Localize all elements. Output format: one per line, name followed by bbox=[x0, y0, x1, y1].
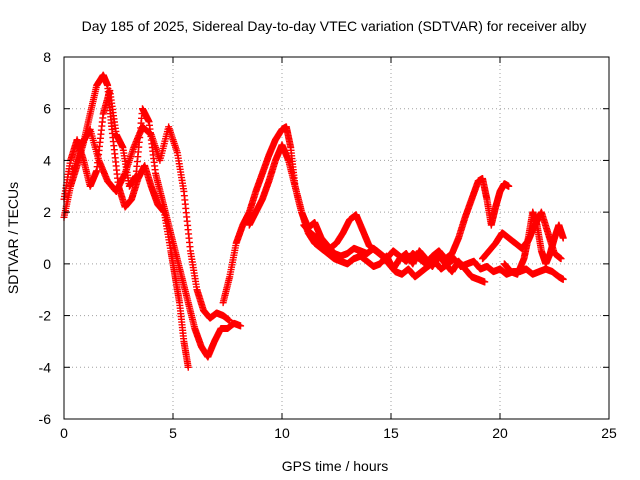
x-tick-label: 15 bbox=[383, 425, 399, 441]
y-tick-label: 0 bbox=[43, 256, 51, 272]
y-tick-label: -4 bbox=[39, 359, 52, 375]
y-tick-label: -6 bbox=[39, 411, 52, 427]
data-point bbox=[237, 322, 245, 330]
x-tick-label: 0 bbox=[60, 425, 68, 441]
data-point bbox=[505, 182, 513, 190]
data-series-track-1 bbox=[60, 71, 192, 371]
data-point bbox=[557, 255, 565, 263]
y-axis-label: SDTVAR / TECUs bbox=[5, 182, 21, 294]
data-series-track-4 bbox=[219, 123, 489, 307]
data-point bbox=[184, 363, 192, 371]
x-tick-label: 20 bbox=[492, 425, 508, 441]
x-axis-label: GPS time / hours bbox=[282, 458, 389, 474]
data-point bbox=[481, 278, 489, 286]
chart-title: Day 185 of 2025, Sidereal Day-to-day VTE… bbox=[82, 18, 587, 34]
data-series-track-3 bbox=[69, 123, 234, 325]
y-tick-label: 6 bbox=[43, 101, 51, 117]
data-point bbox=[559, 234, 567, 242]
data-point bbox=[226, 317, 234, 325]
y-tick-label: 8 bbox=[43, 49, 51, 65]
x-tick-label: 5 bbox=[169, 425, 177, 441]
axis-ticks: 0 5 10 15 20 25 -6 -4 -2 0 2 4 6 8 bbox=[39, 49, 617, 441]
y-tick-label: -2 bbox=[39, 308, 52, 324]
plot-frame bbox=[63, 56, 610, 420]
data-series-track-8 bbox=[500, 208, 567, 278]
data-points bbox=[60, 71, 567, 371]
x-tick-label: 25 bbox=[601, 425, 617, 441]
x-tick-label: 10 bbox=[274, 425, 290, 441]
y-tick-label: 4 bbox=[43, 152, 51, 168]
y-tick-label: 2 bbox=[43, 204, 51, 220]
data-point bbox=[559, 275, 567, 283]
